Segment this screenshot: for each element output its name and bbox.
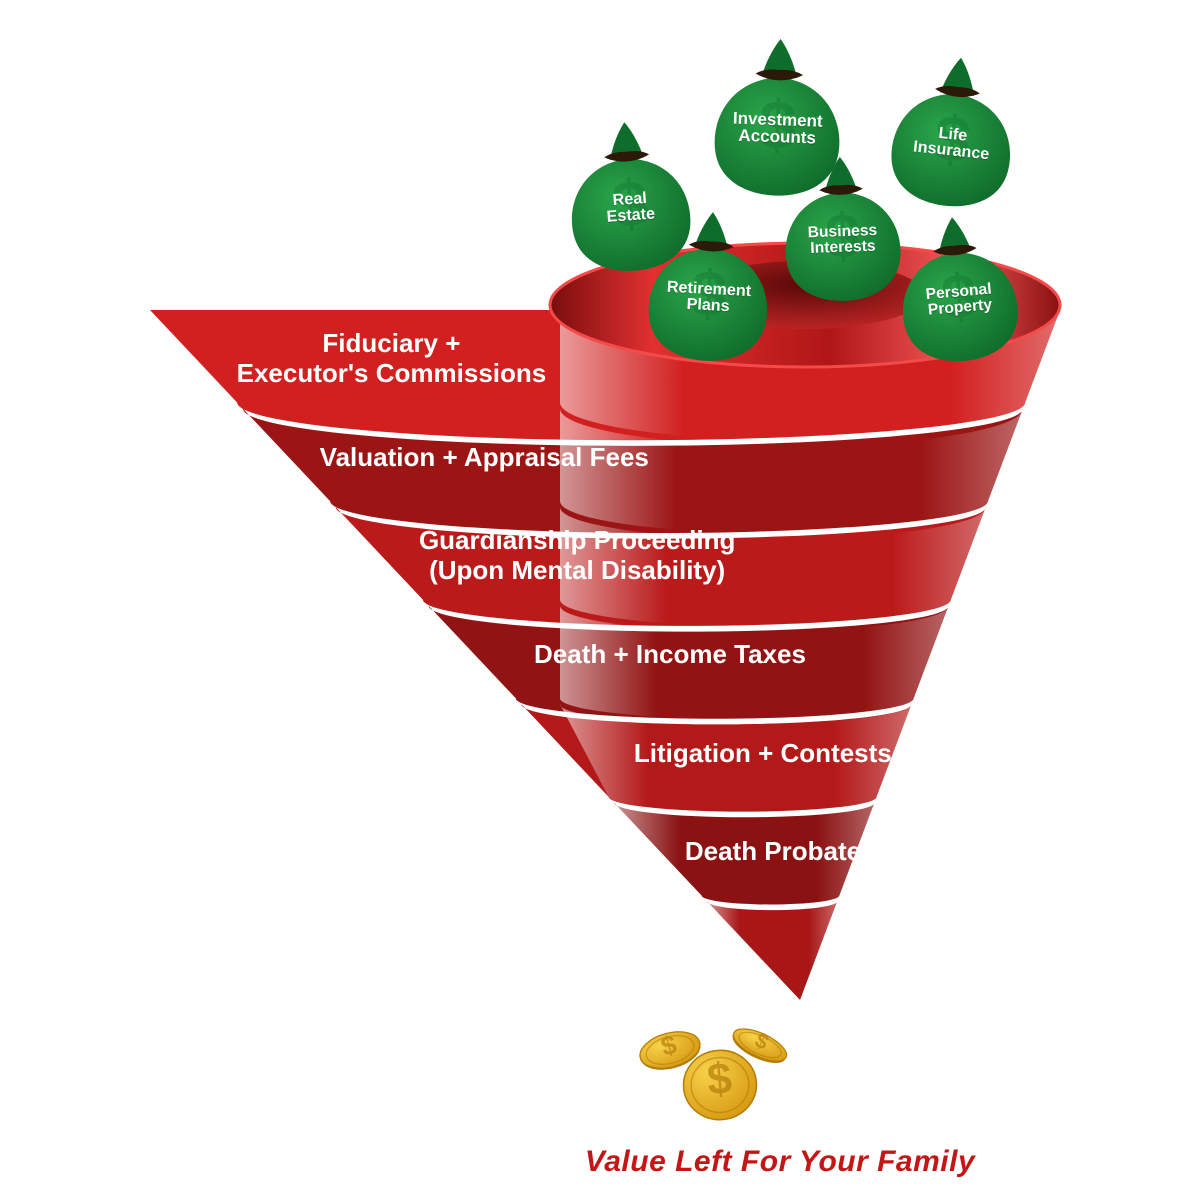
money-bag-label: BusinessInterests	[787, 221, 898, 258]
funnel-band-label: Litigation + Contests	[548, 739, 978, 769]
funnel-band-label: Death + Income Taxes	[455, 640, 885, 670]
infographic-stage: $RealEstate$InvestmentAccounts$LifeInsur…	[0, 0, 1200, 1200]
money-bag-label: RetirementPlans	[651, 277, 767, 317]
funnel-band-label: Valuation + Appraisal Fees	[269, 443, 699, 473]
svg-text:$: $	[705, 1054, 734, 1105]
coin-icon: $	[682, 1047, 758, 1123]
funnel-band-label: Death Probate + Court Fees	[641, 837, 1071, 867]
money-bag-personal-property: $PersonalProperty	[883, 203, 1034, 371]
money-bag-retirement-plans: $RetirementPlans	[634, 200, 785, 369]
funnel-band-label: Administrative Fees	[734, 936, 1164, 966]
funnel-band-label: Guardianship Proceeding(Upon Mental Disa…	[362, 526, 792, 586]
money-bag-label: InvestmentAccounts	[717, 109, 838, 149]
funnel-band-label: Fiduciary +Executor's Commissions	[176, 329, 606, 389]
bottom-caption: Value Left For Your Family	[500, 1145, 1060, 1179]
